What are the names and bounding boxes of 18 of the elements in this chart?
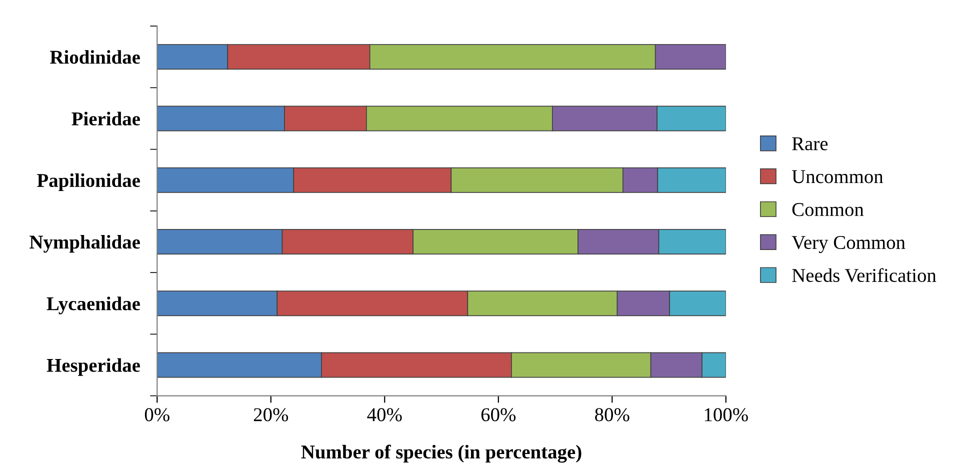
legend-label: Common xyxy=(792,203,864,216)
x-tick-label: 60% xyxy=(481,408,516,422)
y-tick-label: Nymphalidae xyxy=(30,234,140,253)
y-tick-label: Riodinidae xyxy=(50,50,140,64)
y-tick-label: Pieridae xyxy=(72,112,140,126)
x-axis-title: Number of species (in percentage) xyxy=(301,444,582,463)
legend-label: Uncommon xyxy=(792,170,884,184)
x-tick-label: 40% xyxy=(367,408,402,422)
x-tick-label: 100% xyxy=(704,408,748,422)
legend-label: Very Common xyxy=(792,236,906,254)
x-tick-label: 80% xyxy=(595,408,630,422)
legend-label: Needs Verification xyxy=(792,268,936,282)
y-tick-label: Hesperidae xyxy=(46,358,140,376)
x-tick-label: 20% xyxy=(254,408,288,422)
legend-label: Rare xyxy=(792,137,828,150)
y-tick-label: Papilionidae xyxy=(37,173,140,192)
x-tick-label: 0% xyxy=(144,408,170,422)
y-tick-label: Lycaenidae xyxy=(46,296,140,314)
